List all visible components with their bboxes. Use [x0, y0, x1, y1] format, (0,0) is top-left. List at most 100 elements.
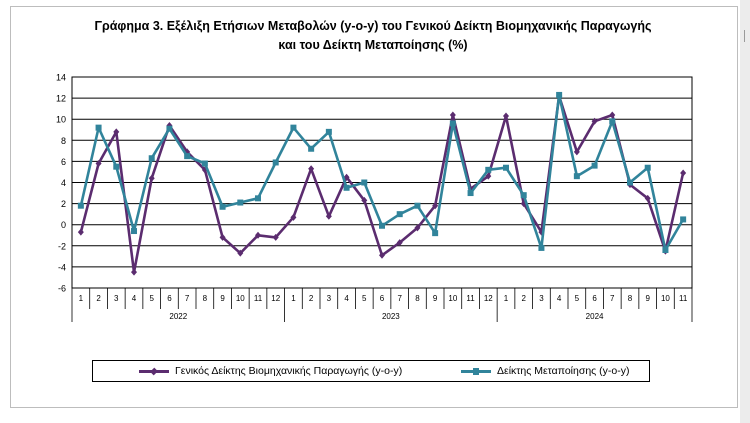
x-tick-label: 12: [484, 294, 493, 303]
x-tick-label: 8: [628, 294, 633, 303]
data-point-industrial: [414, 224, 421, 232]
x-tick-label: 11: [466, 294, 475, 303]
y-tick-label: -4: [58, 262, 66, 272]
x-tick-label: 6: [592, 294, 597, 303]
x-tick-label: 1: [504, 294, 509, 303]
data-point-manufacturing: [255, 195, 261, 202]
y-tick-label: 12: [56, 94, 66, 104]
data-point-manufacturing: [77, 202, 84, 209]
data-point-industrial: [255, 231, 261, 239]
data-point-industrial: [131, 268, 137, 276]
x-tick-label: 8: [415, 294, 420, 303]
x-tick-label: 4: [557, 294, 562, 303]
data-point-industrial: [609, 111, 616, 119]
chart-title: Γράφημα 3. Εξέλιξη Ετήσιων Μεταβολών (y-…: [94, 19, 652, 33]
year-label: 2022: [169, 312, 187, 321]
window-edge-bar: [740, 0, 750, 423]
x-tick-label: 7: [185, 294, 190, 303]
legend-label-industrial: Γενικός Δείκτης Βιομηχανικής Παραγωγής (…: [175, 365, 403, 377]
y-tick-label: 0: [61, 220, 66, 230]
data-point-manufacturing: [609, 118, 616, 125]
x-tick-label: 10: [448, 294, 457, 303]
legend-label-manufacturing: Δείκτης Μεταποίησης (y-o-y): [497, 365, 630, 377]
legend-item-manufacturing: Δείκτης Μεταποίησης (y-o-y): [461, 361, 629, 381]
data-point-industrial: [325, 212, 332, 220]
x-tick-label: 6: [167, 294, 172, 303]
data-point-manufacturing: [644, 164, 651, 171]
data-point-manufacturing: [201, 160, 208, 167]
x-tick-label: 5: [575, 294, 580, 303]
data-point-manufacturing: [148, 155, 155, 162]
data-point-manufacturing: [449, 120, 456, 127]
legend: Γενικός Δείκτης Βιομηχανικής Παραγωγής (…: [92, 360, 650, 382]
year-label: 2024: [586, 312, 604, 321]
x-tick-label: 7: [610, 294, 615, 303]
data-point-manufacturing: [166, 125, 173, 132]
data-point-industrial: [148, 174, 155, 182]
y-tick-label: 4: [61, 178, 66, 188]
x-tick-label: 9: [220, 294, 225, 303]
data-point-manufacturing: [414, 202, 421, 209]
x-tick-label: 7: [397, 294, 402, 303]
x-tick-label: 9: [645, 294, 650, 303]
data-point-manufacturing: [396, 211, 403, 218]
data-point-manufacturing: [219, 203, 226, 210]
data-point-manufacturing: [432, 230, 439, 237]
x-tick-label: 8: [203, 294, 208, 303]
x-tick-label: 11: [679, 294, 688, 303]
data-point-manufacturing: [627, 179, 633, 186]
y-tick-label: 2: [61, 199, 66, 209]
data-point-industrial: [361, 196, 368, 204]
x-tick-label: 1: [79, 294, 84, 303]
x-tick-label: 4: [132, 294, 137, 303]
x-tick-label: 2: [96, 294, 101, 303]
data-point-manufacturing: [573, 173, 580, 180]
data-point-manufacturing: [379, 222, 385, 229]
x-tick-label: 6: [380, 294, 385, 303]
data-point-manufacturing: [113, 163, 120, 170]
x-tick-label: 5: [362, 294, 367, 303]
edge-handle-icon: [744, 30, 750, 42]
y-tick-label: 8: [61, 136, 66, 146]
data-point-industrial: [396, 239, 403, 247]
y-tick-label: 14: [56, 73, 66, 83]
legend-swatch-industrial: [139, 367, 169, 375]
data-point-manufacturing: [662, 247, 669, 254]
data-point-manufacturing: [272, 159, 279, 166]
x-tick-label: 2: [521, 294, 526, 303]
y-tick-label: -6: [58, 284, 66, 294]
data-point-industrial: [219, 233, 226, 241]
data-point-manufacturing: [184, 153, 191, 160]
y-tick-label: 6: [61, 157, 66, 167]
x-tick-label: 12: [271, 294, 280, 303]
data-point-industrial: [503, 112, 509, 120]
data-point-manufacturing: [361, 179, 368, 186]
legend-swatch-manufacturing: [461, 367, 491, 375]
legend-item-industrial: Γενικός Δείκτης Βιομηχανικής Παραγωγής (…: [139, 361, 402, 381]
data-point-industrial: [237, 249, 244, 257]
x-tick-label: 5: [149, 294, 154, 303]
data-point-industrial: [272, 233, 279, 241]
data-point-industrial: [680, 169, 687, 177]
x-tick-label: 2: [309, 294, 314, 303]
data-point-industrial: [95, 160, 102, 168]
data-point-manufacturing: [467, 190, 474, 197]
data-point-industrial: [113, 128, 120, 136]
data-point-industrial: [573, 148, 580, 156]
y-tick-label: -2: [58, 241, 66, 251]
data-point-manufacturing: [290, 124, 297, 131]
data-point-manufacturing: [680, 216, 687, 223]
data-point-manufacturing: [485, 166, 492, 173]
x-tick-label: 3: [539, 294, 544, 303]
x-tick-label: 11: [254, 294, 263, 303]
x-tick-label: 10: [661, 294, 670, 303]
data-point-manufacturing: [520, 192, 527, 199]
data-point-manufacturing: [503, 164, 509, 171]
x-tick-label: 10: [236, 294, 245, 303]
x-tick-label: 1: [291, 294, 296, 303]
x-tick-label: 9: [433, 294, 438, 303]
data-point-industrial: [77, 228, 84, 236]
data-point-manufacturing: [325, 128, 332, 135]
data-point-manufacturing: [95, 124, 102, 131]
